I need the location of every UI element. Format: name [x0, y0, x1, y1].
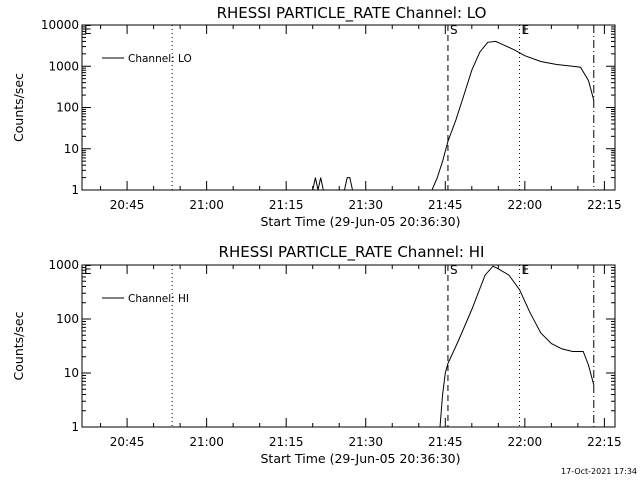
chart-title: RHESSI PARTICLE_RATE Channel: LO	[217, 4, 487, 23]
x-tick-label: 21:15	[269, 435, 304, 449]
legend-label: Channel: HI	[128, 293, 189, 305]
series-line	[439, 265, 595, 428]
chart-panel-hi: RHESSI PARTICLE_RATE Channel: HI 1 10 100 10…	[11, 243, 622, 466]
x-tick-label: 21:30	[348, 198, 383, 212]
x-tick-label: 21:45	[428, 435, 463, 449]
legend-label: Channel: LO	[128, 53, 192, 65]
event-marker-label: E	[84, 23, 92, 37]
event-marker-label: S	[450, 23, 458, 37]
x-tick-label: 21:30	[348, 435, 383, 449]
y-axis-label: Counts/sec	[11, 311, 26, 380]
x-tick-label: 20:45	[110, 435, 145, 449]
chart-panel-lo: RHESSI PARTICLE_RATE Channel: LO 1 10 100 10…	[11, 4, 622, 229]
event-marker-label: E	[84, 263, 92, 277]
timestamp-label: 17-Oct-2021 17:34	[561, 467, 637, 476]
y-tick-label: 10	[64, 142, 79, 156]
x-tick-label: 22:00	[508, 435, 543, 449]
x-axis-label: Start Time (29-Jun-05 20:36:30)	[261, 451, 461, 466]
event-marker-label: E	[522, 23, 530, 37]
x-tick-label: 21:15	[269, 198, 304, 212]
event-marker-label: S	[450, 263, 458, 277]
y-tick-label: 1000	[48, 59, 79, 73]
y-axis-label: Counts/sec	[11, 73, 26, 142]
y-tick-label: 10000	[41, 18, 79, 32]
x-tick-label: 22:15	[587, 435, 622, 449]
y-tick-label: 1	[71, 183, 79, 197]
series-line	[312, 40, 595, 191]
y-tick-label: 1	[71, 420, 79, 434]
x-tick-label: 21:00	[189, 435, 224, 449]
x-tick-label: 22:00	[508, 198, 543, 212]
chart-title: RHESSI PARTICLE_RATE Channel: HI	[219, 243, 485, 262]
y-tick-label: 1000	[48, 258, 79, 272]
x-tick-label: 21:00	[189, 198, 224, 212]
y-tick-label: 100	[56, 312, 79, 326]
event-marker-label: E	[522, 263, 530, 277]
y-tick-label: 10	[64, 366, 79, 380]
x-axis-label: Start Time (29-Jun-05 20:36:30)	[261, 214, 461, 229]
x-tick-label: 22:15	[587, 198, 622, 212]
x-tick-label: 21:45	[428, 198, 463, 212]
x-tick-label: 20:45	[110, 198, 145, 212]
y-tick-label: 100	[56, 101, 79, 115]
